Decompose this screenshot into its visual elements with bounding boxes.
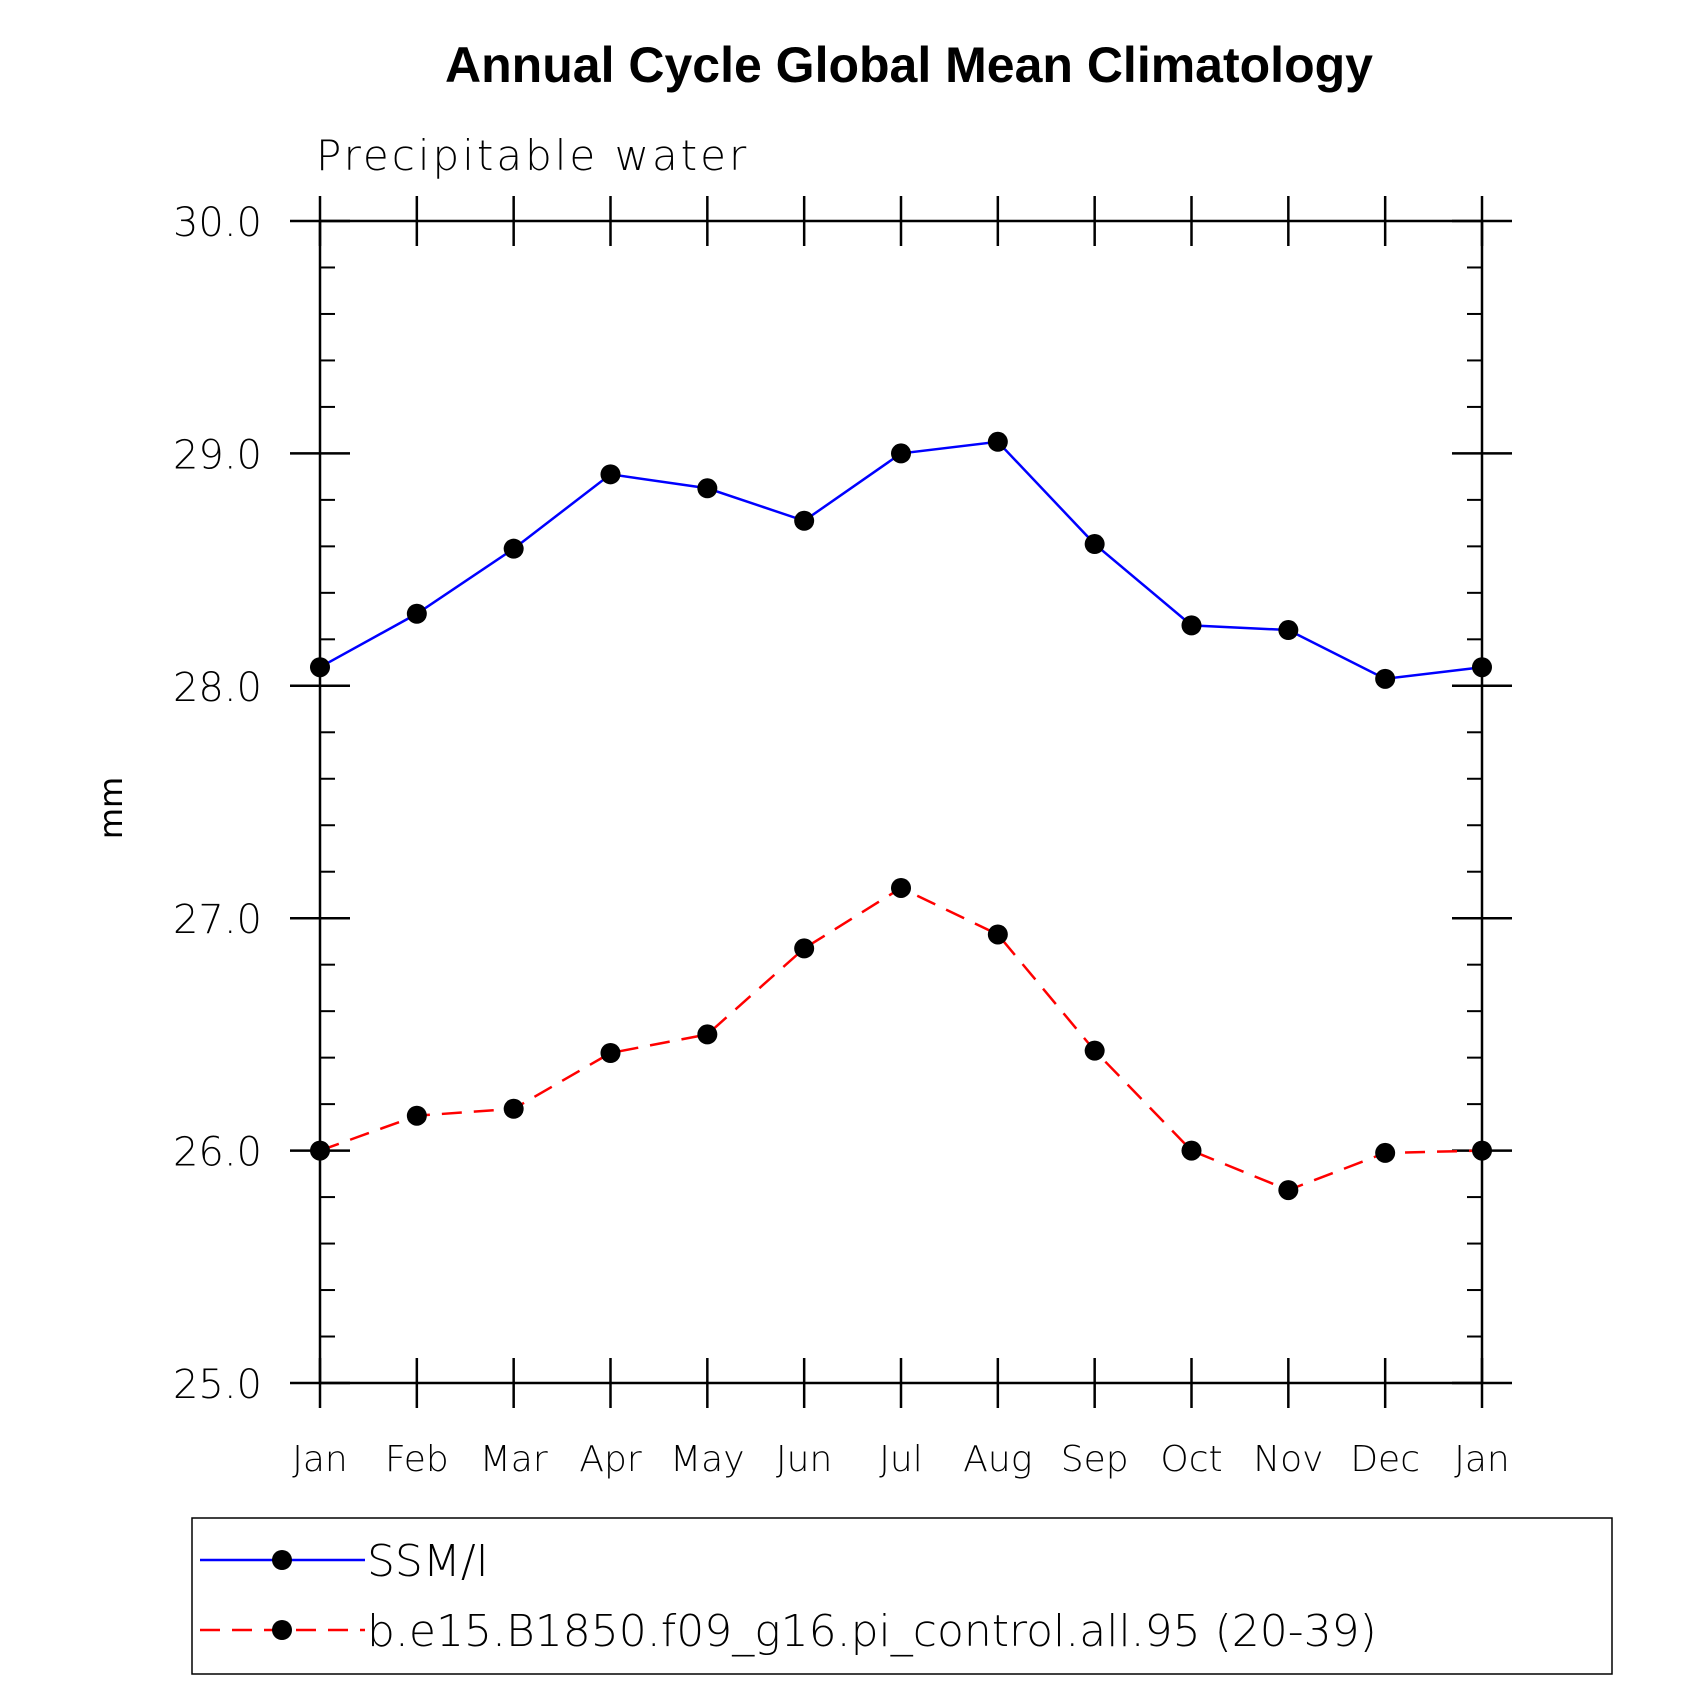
data-point-series-0 (987, 431, 1008, 452)
x-tick-label: Jan (1454, 1439, 1510, 1480)
data-point-series-0 (503, 538, 524, 559)
y-tick-label: 30.0 (173, 200, 262, 246)
data-point-series-0 (1084, 534, 1105, 555)
legend-box (191, 1517, 1613, 1675)
data-point-series-1 (1375, 1142, 1396, 1163)
legend-label-1: b.e15.B1850.f09_g16.pi_control.all.95 (2… (367, 1606, 1377, 1657)
data-point-series-1 (987, 924, 1008, 945)
x-tick-label: Jul (879, 1439, 922, 1480)
x-tick-label: Dec (1350, 1439, 1420, 1480)
data-point-series-0 (1181, 615, 1202, 636)
chart-title: Annual Cycle Global Mean Climatology (445, 37, 1373, 93)
x-tick-label: Aug (963, 1439, 1032, 1480)
legend-marker-0 (272, 1550, 292, 1570)
data-point-series-0 (1375, 668, 1396, 689)
plot-axes: 25.0 26.0 27.0 28.0 29.0 30.0 Jan Feb Mar Apr May J… (173, 196, 1512, 1480)
chart-subtitle: Precipitable water (316, 131, 749, 180)
data-point-series-1 (310, 1140, 330, 1161)
data-point-series-1 (891, 877, 911, 898)
data-point-series-0 (794, 510, 815, 531)
series-line-1 (319, 886, 1483, 1192)
data-point-series-1 (406, 1105, 427, 1126)
data-point-series-0 (697, 478, 718, 499)
legend: SSM/I b.e15.B1850.f09_g16.pi_control.all.… (191, 1517, 1613, 1675)
y-tick-label: 27.0 (173, 897, 262, 943)
legend-marker-1 (272, 1620, 292, 1640)
y-tick-label: 26.0 (173, 1130, 262, 1176)
x-tick-label: May (670, 1439, 744, 1480)
x-tick-label: Feb (385, 1439, 449, 1480)
x-tick-label: Oct (1160, 1439, 1222, 1480)
legend-items: SSM/I b.e15.B1850.f09_g16.pi_control.all.… (200, 1536, 1377, 1657)
x-tick-label: Sep (1061, 1439, 1129, 1480)
y-tick-label: 28.0 (173, 665, 262, 711)
data-point-series-0 (600, 464, 621, 485)
legend-label-0: SSM/I (367, 1536, 489, 1587)
y-tick-label: 25.0 (173, 1362, 262, 1408)
y-tick-label: 29.0 (173, 432, 262, 478)
data-point-series-1 (794, 938, 815, 959)
x-tick-label: Jan (292, 1439, 348, 1480)
x-tick-label: Jun (776, 1439, 832, 1480)
data-point-series-1 (1181, 1140, 1202, 1161)
x-tick-label: Mar (480, 1439, 548, 1480)
data-point-series-1 (1472, 1140, 1492, 1161)
data-point-series-0 (310, 657, 330, 678)
y-axis-label: mm (92, 777, 130, 839)
x-tick-label: Apr (579, 1439, 641, 1480)
data-point-series-1 (503, 1098, 524, 1119)
series-layer (310, 431, 1492, 1201)
data-point-series-0 (406, 603, 427, 624)
data-point-series-1 (600, 1042, 621, 1063)
data-point-series-1 (1278, 1180, 1299, 1201)
data-point-series-0 (891, 443, 911, 464)
data-point-series-0 (1278, 620, 1299, 641)
x-tick-label: Nov (1253, 1439, 1323, 1480)
data-point-series-0 (1472, 657, 1492, 678)
series-line-0 (319, 440, 1483, 681)
data-point-series-1 (1084, 1040, 1105, 1061)
data-point-series-1 (697, 1024, 718, 1045)
